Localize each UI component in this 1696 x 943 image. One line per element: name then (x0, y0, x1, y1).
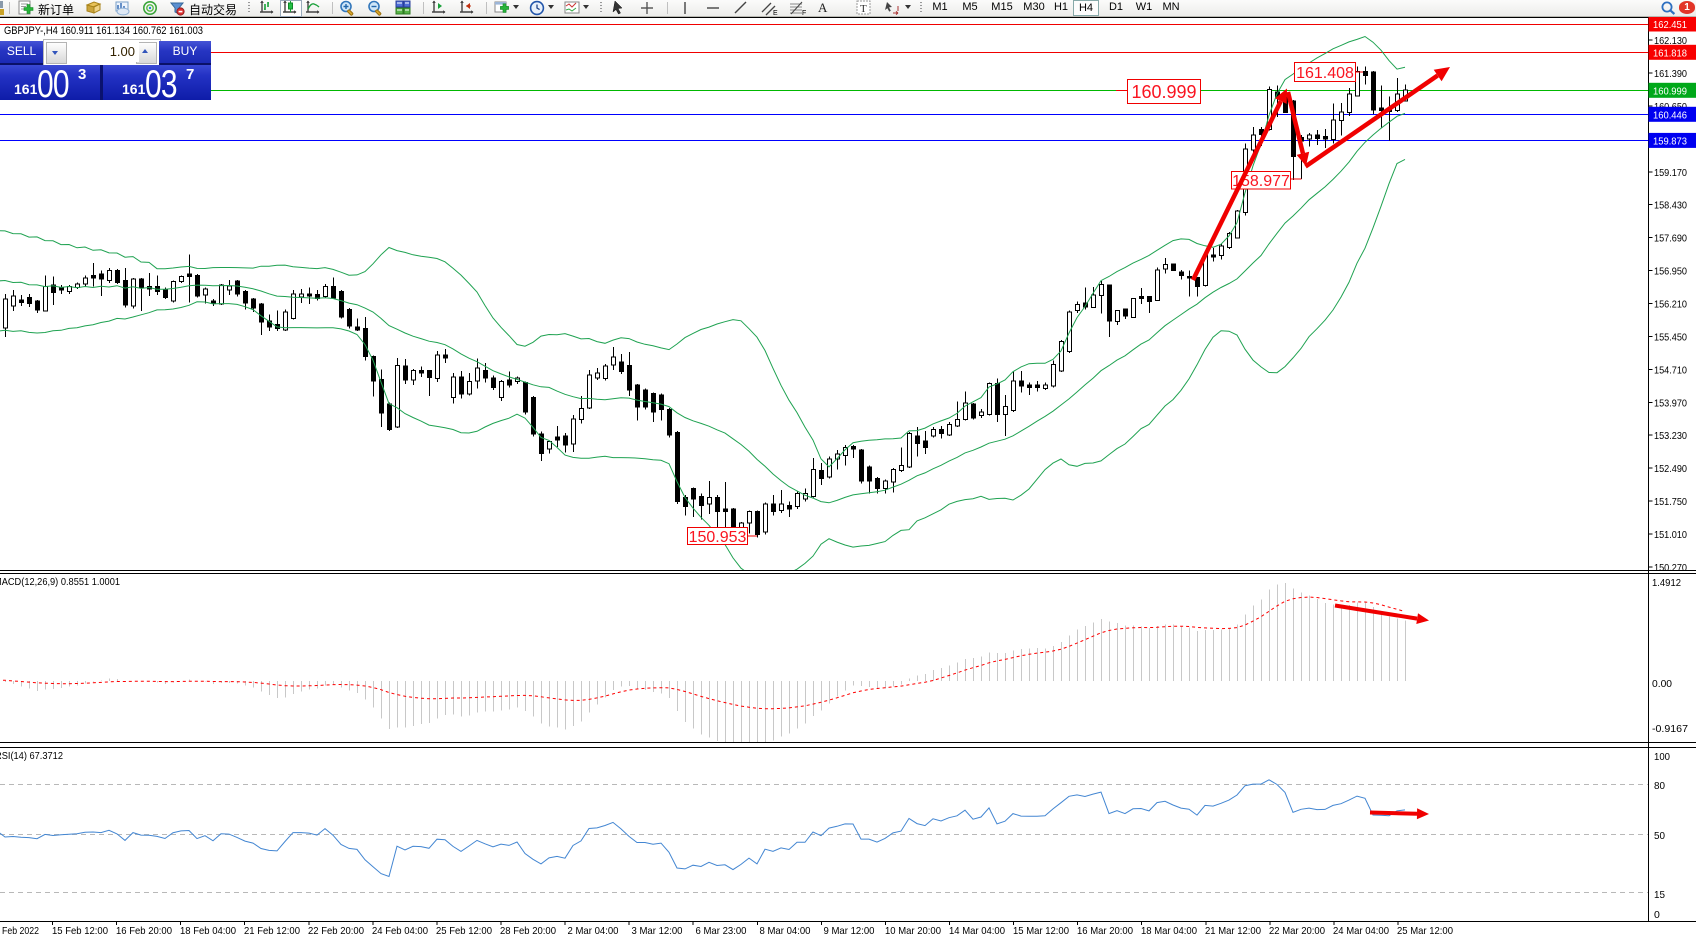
svg-text:159.873: 159.873 (1653, 135, 1687, 147)
svg-text:80: 80 (1654, 780, 1665, 792)
svg-text:153.970: 153.970 (1654, 397, 1687, 409)
svg-text:150.270: 150.270 (1654, 562, 1687, 574)
svg-text:15: 15 (1654, 889, 1665, 901)
svg-text:151.010: 151.010 (1654, 529, 1687, 541)
svg-text:161.408: 161.408 (1296, 65, 1354, 82)
svg-text:158.430: 158.430 (1654, 200, 1687, 212)
svg-text:9 Mar 12:00: 9 Mar 12:00 (824, 925, 875, 937)
svg-text:14 Mar 04:00: 14 Mar 04:00 (949, 925, 1005, 937)
svg-text:50: 50 (1654, 830, 1665, 842)
svg-text:152.490: 152.490 (1654, 463, 1687, 475)
svg-text:154.710: 154.710 (1654, 364, 1687, 376)
svg-text:153.230: 153.230 (1654, 430, 1687, 442)
svg-text:10 Mar 20:00: 10 Mar 20:00 (885, 925, 941, 937)
svg-text:25 Mar 12:00: 25 Mar 12:00 (1397, 925, 1453, 937)
svg-text:21 Feb 12:00: 21 Feb 12:00 (244, 925, 300, 937)
svg-text:156.210: 156.210 (1654, 299, 1687, 311)
svg-text:161.818: 161.818 (1653, 47, 1687, 59)
svg-text:1.4912: 1.4912 (1652, 577, 1681, 589)
svg-text:6 Mar 23:00: 6 Mar 23:00 (696, 925, 747, 937)
svg-text:T: T (860, 3, 867, 15)
svg-text:16 Feb 20:00: 16 Feb 20:00 (116, 925, 172, 937)
svg-text:15 Mar 12:00: 15 Mar 12:00 (1013, 925, 1069, 937)
svg-text:24 Mar 04:00: 24 Mar 04:00 (1333, 925, 1389, 937)
svg-text:159.170: 159.170 (1654, 167, 1687, 179)
svg-text:25 Feb 12:00: 25 Feb 12:00 (436, 925, 492, 937)
svg-text:8 Mar 04:00: 8 Mar 04:00 (760, 925, 811, 937)
svg-text:22 Feb 20:00: 22 Feb 20:00 (308, 925, 364, 937)
svg-text:15 Feb 12:00: 15 Feb 12:00 (52, 925, 108, 937)
svg-text:GBPJPY-,H4 160.911 161.134 16: GBPJPY-,H4 160.911 161.134 160.762 161.0… (4, 25, 203, 37)
svg-text:160.999: 160.999 (1653, 85, 1687, 97)
svg-text:0.00: 0.00 (1652, 678, 1672, 690)
svg-text:18 Feb 04:00: 18 Feb 04:00 (180, 925, 236, 937)
svg-text:22 Mar 20:00: 22 Mar 20:00 (1269, 925, 1325, 937)
svg-text:161.390: 161.390 (1654, 68, 1687, 80)
svg-text:155.450: 155.450 (1654, 331, 1687, 343)
svg-text:0: 0 (1654, 909, 1660, 921)
svg-text:RSI(14) 67.3712: RSI(14) 67.3712 (0, 750, 63, 762)
svg-text:24 Feb 04:00: 24 Feb 04:00 (372, 925, 428, 937)
svg-text:-0.9167: -0.9167 (1652, 723, 1688, 735)
svg-text:E: E (773, 10, 778, 16)
svg-text:151.750: 151.750 (1654, 496, 1687, 508)
svg-text:Feb 2022: Feb 2022 (2, 925, 39, 937)
svg-text:21 Mar 12:00: 21 Mar 12:00 (1205, 925, 1261, 937)
svg-text:100: 100 (1654, 751, 1670, 763)
svg-text:28 Feb 20:00: 28 Feb 20:00 (500, 925, 556, 937)
svg-text:16 Mar 20:00: 16 Mar 20:00 (1077, 925, 1133, 937)
svg-text:160.446: 160.446 (1653, 109, 1687, 121)
svg-text:MACD(12,26,9) 0.8551 1.0001: MACD(12,26,9) 0.8551 1.0001 (0, 576, 120, 588)
svg-text:150.953: 150.953 (689, 529, 747, 546)
svg-text:162.451: 162.451 (1653, 19, 1687, 31)
svg-text:3 Mar 12:00: 3 Mar 12:00 (632, 925, 683, 937)
svg-text:160.999: 160.999 (1131, 82, 1196, 102)
svg-text:2 Mar 04:00: 2 Mar 04:00 (568, 925, 619, 937)
svg-text:18 Mar 04:00: 18 Mar 04:00 (1141, 925, 1197, 937)
svg-text:156.950: 156.950 (1654, 266, 1687, 278)
svg-text:F: F (802, 10, 806, 16)
svg-text:157.690: 157.690 (1654, 233, 1687, 245)
